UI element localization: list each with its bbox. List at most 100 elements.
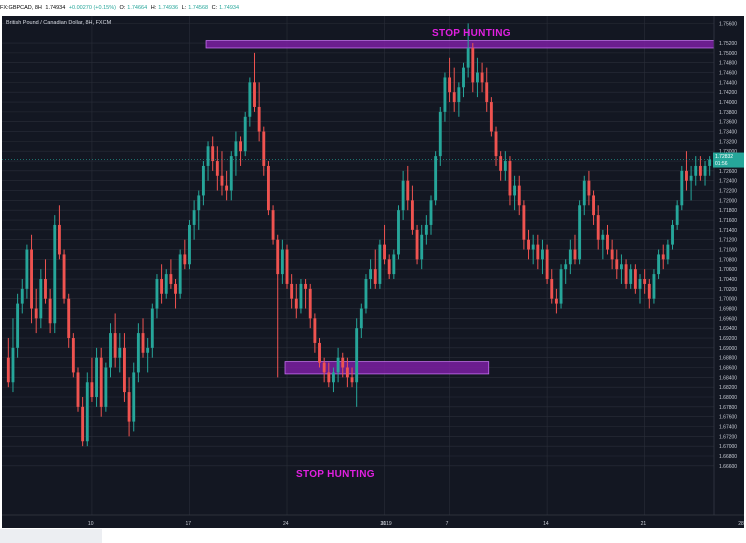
candle-body [434,156,438,201]
candle-body [559,269,563,304]
candle-body [192,210,196,225]
candle-body [243,116,247,152]
candle-body [661,254,665,260]
candle-body [666,244,670,260]
candlestick-chart[interactable]: 1.75600 1.75200 1.75000 1.74800 1.74600 1.744… [2,16,744,528]
last-price-box [713,152,744,168]
time-tick-label: 2019 [381,521,392,527]
candle-body [429,200,433,225]
candle-body [476,72,479,83]
candle-body [554,298,558,304]
candle-body [211,146,215,162]
candle-body [494,131,498,157]
candle-body [16,303,20,348]
candle-body [401,180,405,211]
candle-body [141,333,145,353]
candle-body [489,102,493,132]
candle-body [373,269,377,284]
candle-body [685,170,688,181]
price-tick-label: 1.68600 [719,366,737,372]
candle-body [624,264,628,284]
candle-body [633,269,637,289]
candle-body [304,283,308,289]
last-price-value: 1.74934 [45,5,66,11]
candle-body [20,288,24,304]
price-tick-label: 1.73200 [719,139,737,145]
time-axis-bg [2,515,744,528]
price-axis[interactable]: 1.75600 1.75200 1.75000 1.74800 1.74600 1.744… [713,16,744,528]
candle-body [81,406,85,442]
candle-body [383,244,386,260]
candle-body [123,347,126,393]
candle-body [657,254,661,275]
candle-body [234,141,238,157]
candle-body [392,254,396,275]
candle-body [280,249,284,275]
top-zone-rect [205,40,722,49]
candle-body [596,215,600,240]
candle-body [95,357,99,398]
time-tick-label: 10 [88,521,94,527]
bottom-annotation: STOP HUNTING [296,469,375,480]
candle-body [206,146,210,166]
price-tick-label: 1.74000 [719,100,737,106]
candle-body [345,367,349,378]
candle-body [508,161,512,196]
price-tick-label: 1.72600 [719,169,737,175]
candle-body [703,165,707,176]
price-tick-label: 1.74200 [719,90,737,96]
price-tick-label: 1.71800 [719,208,737,214]
candle-body [369,269,373,280]
price-tick-label: 1.71400 [719,228,737,234]
candle-body [225,185,229,191]
candle-body [587,180,591,196]
candle-body [104,367,108,407]
price-tick-label: 1.69800 [719,307,737,313]
price-tick-label: 1.75600 [719,21,737,27]
candle-body [327,372,331,383]
candle-body [48,298,52,324]
time-axis[interactable]: 1017243120197142128Feb41118 [2,514,744,528]
candle-body [257,106,261,132]
time-tick-label: 31 [381,521,387,527]
candle-body [239,141,242,152]
close-label: C: [211,5,218,11]
candle-body [541,249,544,260]
price-tick-label: 1.73000 [719,149,737,155]
candle-body [174,283,177,294]
candle-body [448,77,452,93]
price-tick-label: 1.74800 [719,61,737,67]
candle-body [643,279,647,284]
candle-body [183,254,187,265]
chart-background [2,16,744,528]
low-value: 1.74568 [188,5,209,11]
price-tick-label: 1.70200 [719,287,737,293]
open-value: 1.74664 [127,5,148,11]
candle-body [638,279,642,289]
candle-body [601,234,605,240]
price-tick-label: 1.71600 [719,218,737,224]
candle-body [215,161,219,176]
candle-body [229,156,233,191]
candles [2,23,714,447]
chart-area[interactable]: 1.75600 1.75200 1.75000 1.74800 1.74600 1.744… [2,16,744,528]
price-tick-label: 1.67600 [719,415,737,421]
grid-lines [2,16,743,515]
candle-body [150,308,154,348]
price-tick-label: 1.68800 [719,356,737,362]
candle-body [364,279,368,309]
candle-body [290,283,294,299]
candle-body [71,338,75,373]
candle-body [99,357,103,407]
candle-body [76,372,80,407]
close-value: 1.74934 [219,5,240,11]
candle-body [201,165,205,196]
candle-body [527,239,530,250]
candle-body [276,239,280,275]
candle-body [336,357,340,373]
symbol-name[interactable]: FX:GBPCAD, 8H [0,5,42,11]
time-tick-label: 24 [283,521,289,527]
candle-body [582,180,586,206]
candle-body [350,377,354,383]
candle-body [160,279,164,294]
